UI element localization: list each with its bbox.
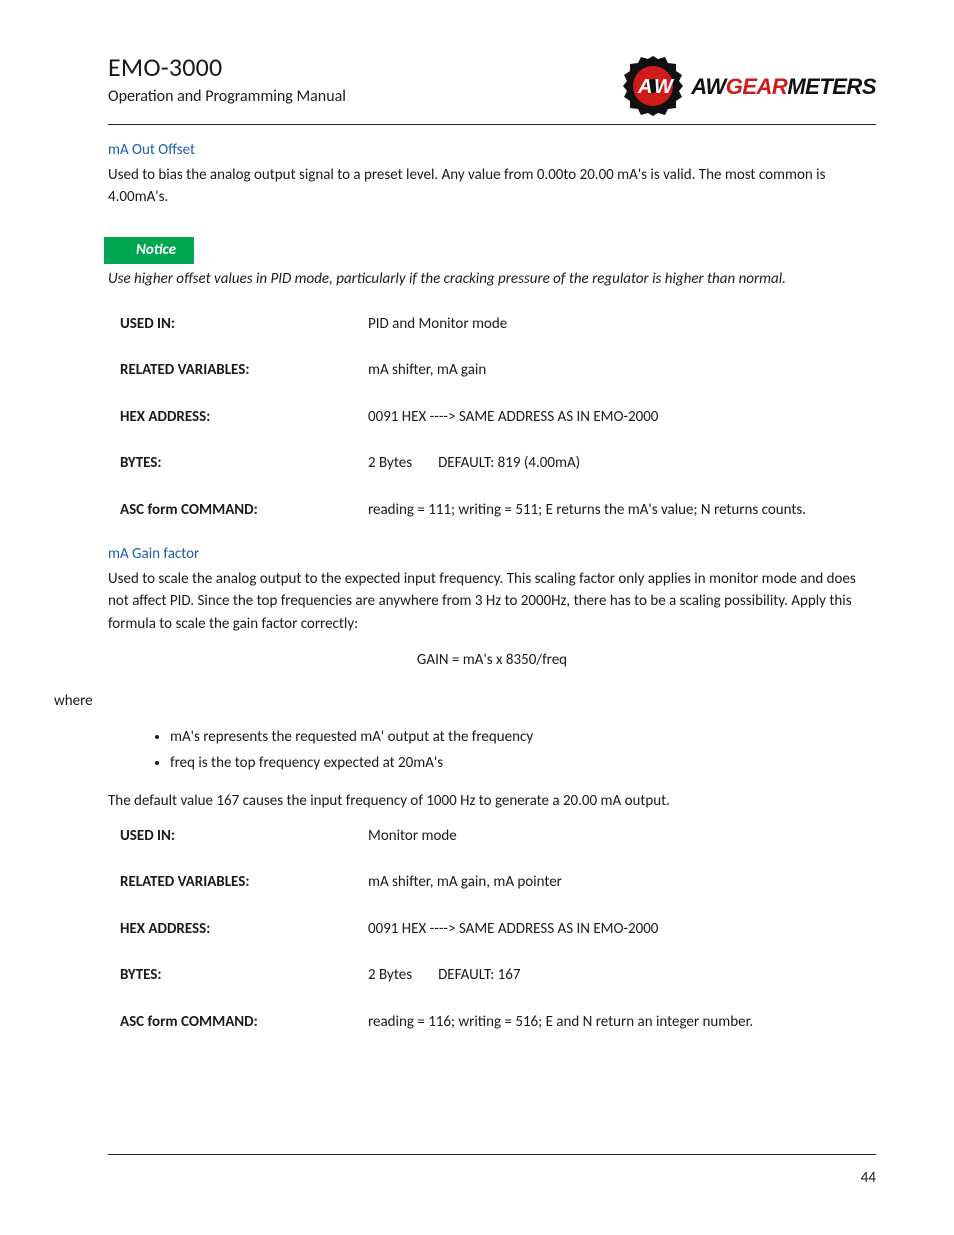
brand-text-aw: AW [691, 74, 725, 99]
spec-value-hex: 0091 HEX ----> SAME ADDRESS AS IN EMO-20… [368, 406, 876, 429]
spec-value-bytes: 2 Bytes DEFAULT: 819 (4.00mA) [368, 452, 876, 475]
section1-spec-table: USED IN: PID and Monitor mode RELATED VA… [108, 313, 876, 522]
section2-body: Used to scale the analog output to the e… [108, 568, 876, 636]
spec-label-used-in: USED IN: [108, 313, 368, 336]
spec-value-used-in: PID and Monitor mode [368, 313, 876, 336]
spec-label-asc: ASC form COMMAND: [108, 499, 368, 522]
brand-text: AWGEARMETERS [691, 70, 876, 103]
spec-value-related: mA shifter, mA gain [368, 359, 876, 382]
spec-row: USED IN: PID and Monitor mode [108, 313, 876, 336]
spec-label-hex: HEX ADDRESS: [108, 406, 368, 429]
bytes-a: 2 Bytes [368, 966, 412, 984]
notice-badge: Notice [104, 237, 194, 265]
spec-value-bytes: 2 Bytes DEFAULT: 167 [368, 964, 876, 987]
page-header: EMO-3000 Operation and Programming Manua… [108, 52, 876, 118]
section2-spec-table: USED IN: Monitor mode RELATED VARIABLES:… [108, 825, 876, 1034]
spec-row: BYTES: 2 Bytes DEFAULT: 167 [108, 964, 876, 987]
spec-label-bytes: BYTES: [108, 452, 368, 475]
section2-heading: mA Gain factor [108, 543, 876, 566]
section1-heading: mA Out Offset [108, 139, 876, 162]
bytes-b: DEFAULT: 819 (4.00mA) [438, 454, 580, 472]
spec-value-hex: 0091 HEX ----> SAME ADDRESS AS IN EMO-20… [368, 918, 876, 941]
bytes-a: 2 Bytes [368, 454, 412, 472]
brand-text-meters: METERS [787, 74, 876, 99]
brand-logo: A W AWGEARMETERS [621, 54, 876, 118]
spec-label-asc: ASC form COMMAND: [108, 1011, 368, 1034]
spec-row: ASC form COMMAND: reading = 111; writing… [108, 499, 876, 522]
list-item: mA's represents the requested mA' output… [170, 726, 876, 749]
spec-row: ASC form COMMAND: reading = 116; writing… [108, 1011, 876, 1034]
spec-value-asc: reading = 116; writing = 516; E and N re… [368, 1011, 876, 1034]
spec-label-used-in: USED IN: [108, 825, 368, 848]
gear-icon: A W [621, 54, 685, 118]
spec-label-bytes: BYTES: [108, 964, 368, 987]
brand-text-gear: GEAR [726, 74, 788, 99]
spec-row: HEX ADDRESS: 0091 HEX ----> SAME ADDRESS… [108, 406, 876, 429]
spec-row: RELATED VARIABLES: mA shifter, mA gain [108, 359, 876, 382]
bytes-b: DEFAULT: 167 [438, 966, 520, 984]
spec-row: HEX ADDRESS: 0091 HEX ----> SAME ADDRESS… [108, 918, 876, 941]
spec-row: RELATED VARIABLES: mA shifter, mA gain, … [108, 871, 876, 894]
spec-value-related: mA shifter, mA gain, mA pointer [368, 871, 876, 894]
header-rule [108, 124, 876, 125]
svg-text:W: W [654, 76, 675, 98]
doc-subtitle: Operation and Programming Manual [108, 85, 346, 109]
svg-text:A: A [637, 76, 652, 98]
footer-rule [108, 1154, 876, 1155]
section1-body: Used to bias the analog output signal to… [108, 164, 876, 209]
spec-row: BYTES: 2 Bytes DEFAULT: 819 (4.00mA) [108, 452, 876, 475]
spec-value-used-in: Monitor mode [368, 825, 876, 848]
spec-value-asc: reading = 111; writing = 511; E returns … [368, 499, 876, 522]
formula: GAIN = mA's x 8350/freq [108, 649, 876, 672]
spec-label-hex: HEX ADDRESS: [108, 918, 368, 941]
doc-title: EMO-3000 [108, 52, 346, 83]
spec-label-related: RELATED VARIABLES: [108, 871, 368, 894]
page-number: 44 [861, 1167, 876, 1190]
where-label: where [54, 690, 876, 713]
spec-row: USED IN: Monitor mode [108, 825, 876, 848]
list-item: freq is the top frequency expected at 20… [170, 752, 876, 775]
header-titles: EMO-3000 Operation and Programming Manua… [108, 52, 346, 109]
section2-post-text: The default value 167 causes the input f… [108, 790, 876, 813]
bullet-list: mA's represents the requested mA' output… [170, 726, 876, 774]
spec-label-related: RELATED VARIABLES: [108, 359, 368, 382]
notice-text: Use higher offset values in PID mode, pa… [108, 268, 876, 291]
